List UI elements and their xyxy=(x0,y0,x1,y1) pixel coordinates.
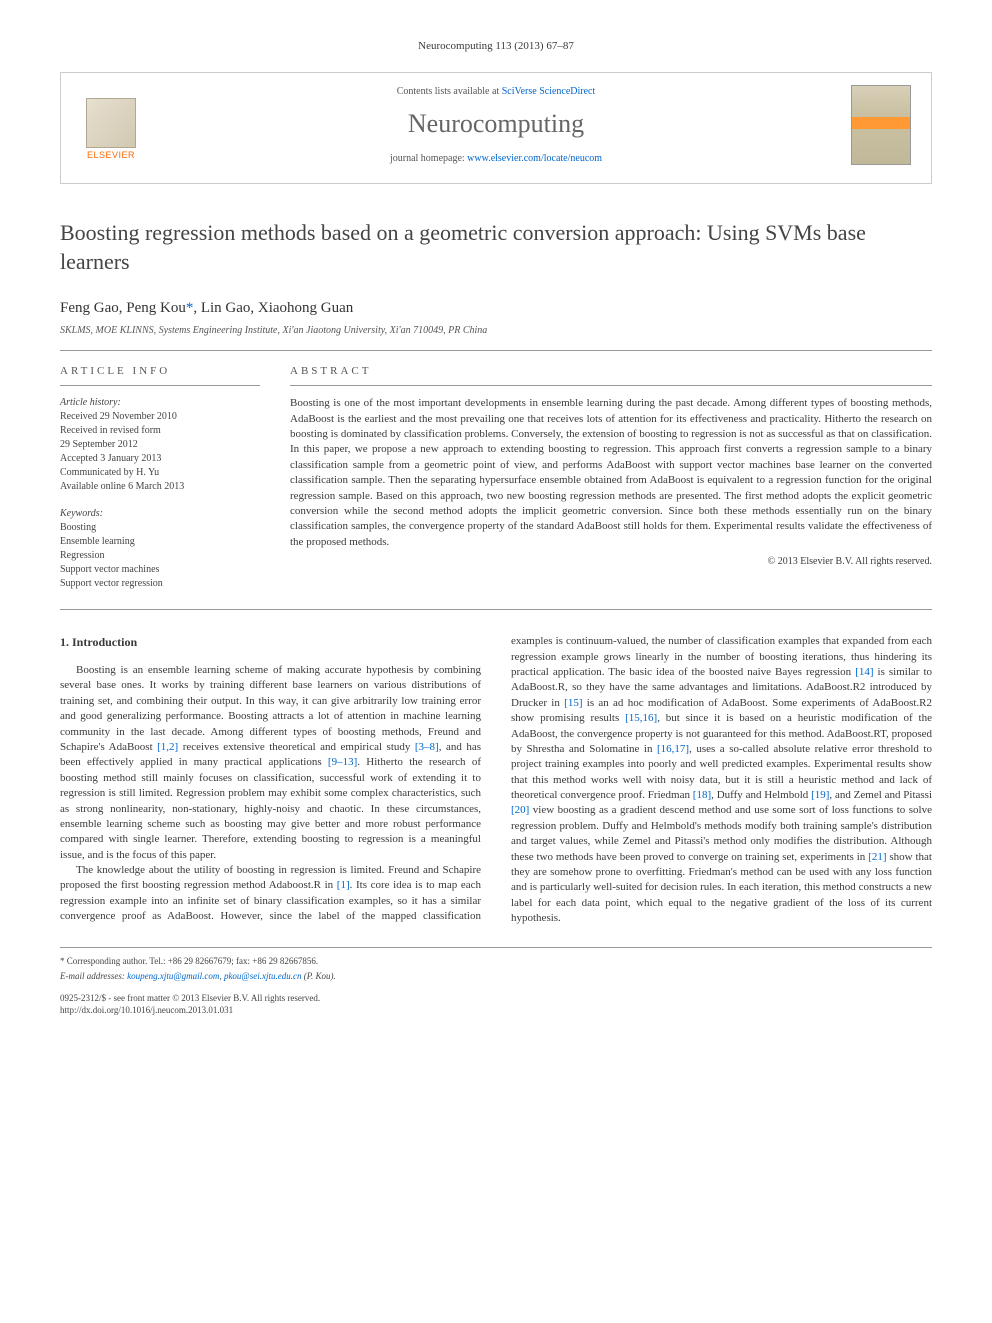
contents-text: Contents lists available at xyxy=(397,86,502,97)
abstract-label: ABSTRACT xyxy=(290,365,932,386)
abstract-text: Boosting is one of the most important de… xyxy=(290,396,932,550)
page-header-citation: Neurocomputing 113 (2013) 67–87 xyxy=(60,40,932,52)
abstract-copyright: © 2013 Elsevier B.V. All rights reserved… xyxy=(290,556,932,567)
citation-link[interactable]: [16,17] xyxy=(657,743,689,755)
body-text-columns: 1. Introduction Boosting is an ensemble … xyxy=(60,634,932,926)
body-text: , and Zemel and Pitassi xyxy=(829,789,932,801)
affiliation: SKLMS, MOE KLINNS, Systems Engineering I… xyxy=(60,325,932,351)
keyword: Regression xyxy=(60,549,260,563)
history-revised: Received in revised form xyxy=(60,424,260,438)
citation-link[interactable]: [18] xyxy=(693,789,711,801)
history-label: Article history: xyxy=(60,396,260,410)
elsevier-logo: ELSEVIER xyxy=(81,90,141,160)
journal-cover-thumbnail xyxy=(851,85,911,165)
article-info-label: ARTICLE INFO xyxy=(60,365,260,386)
citation-link[interactable]: [15] xyxy=(564,697,582,709)
citation-link[interactable]: [20] xyxy=(511,804,529,816)
citation-link[interactable]: [15,16] xyxy=(625,712,657,724)
article-title: Boosting regression methods based on a g… xyxy=(60,219,932,276)
section-heading-intro: 1. Introduction xyxy=(60,634,481,651)
article-history: Article history: Received 29 November 20… xyxy=(60,396,260,494)
authors-line: Feng Gao, Peng Kou*, Lin Gao, Xiaohong G… xyxy=(60,300,932,317)
doi-link[interactable]: http://dx.doi.org/10.1016/j.neucom.2013.… xyxy=(60,1005,932,1017)
journal-name: Neurocomputing xyxy=(141,109,851,139)
homepage-line: journal homepage: www.elsevier.com/locat… xyxy=(141,153,851,164)
contents-list-line: Contents lists available at SciVerse Sci… xyxy=(141,86,851,97)
citation-link[interactable]: [9–13] xyxy=(328,756,357,768)
body-text: , Duffy and Helmbold xyxy=(711,789,811,801)
journal-center-block: Contents lists available at SciVerse Sci… xyxy=(141,86,851,164)
page-footer: * Corresponding author. Tel.: +86 29 826… xyxy=(60,947,932,1017)
email-suffix: (P. Kou). xyxy=(301,971,335,981)
keyword: Support vector machines xyxy=(60,563,260,577)
keyword: Support vector regression xyxy=(60,577,260,591)
citation-link[interactable]: [21] xyxy=(868,851,886,863)
keyword: Ensemble learning xyxy=(60,535,260,549)
corresponding-author-note: * Corresponding author. Tel.: +86 29 826… xyxy=(60,956,932,968)
homepage-text: journal homepage: xyxy=(390,153,467,164)
sciencedirect-link[interactable]: SciVerse ScienceDirect xyxy=(502,86,596,97)
citation-link[interactable]: [1] xyxy=(337,879,350,891)
history-accepted: Accepted 3 January 2013 xyxy=(60,452,260,466)
abstract-block: ABSTRACT Boosting is one of the most imp… xyxy=(290,365,932,591)
keywords-label: Keywords: xyxy=(60,508,260,519)
email-line: E-mail addresses: koupeng.xjtu@gmail.com… xyxy=(60,971,932,983)
keyword: Boosting xyxy=(60,521,260,535)
history-revised-date: 29 September 2012 xyxy=(60,438,260,452)
history-communicated: Communicated by H. Yu xyxy=(60,466,260,480)
elsevier-tree-icon xyxy=(86,98,136,148)
journal-header-box: ELSEVIER Contents lists available at Sci… xyxy=(60,72,932,184)
authors-part2: , Lin Gao, Xiaohong Guan xyxy=(193,300,353,316)
history-received: Received 29 November 2010 xyxy=(60,410,260,424)
citation-link[interactable]: [19] xyxy=(811,789,829,801)
citation-link[interactable]: [14] xyxy=(855,666,873,678)
info-abstract-row: ARTICLE INFO Article history: Received 2… xyxy=(60,365,932,610)
citation-link[interactable]: [3–8] xyxy=(415,741,439,753)
body-paragraph: Boosting is an ensemble learning scheme … xyxy=(60,663,481,863)
elsevier-label: ELSEVIER xyxy=(87,150,135,160)
keywords-list: Boosting Ensemble learning Regression Su… xyxy=(60,521,260,591)
citation-link[interactable]: [1,2] xyxy=(157,741,178,753)
homepage-link[interactable]: www.elsevier.com/locate/neucom xyxy=(467,153,602,164)
body-text: . Hitherto the research of boosting meth… xyxy=(60,756,481,860)
email-link[interactable]: koupeng.xjtu@gmail.com xyxy=(127,971,219,981)
body-text: Boosting is an ensemble learning scheme … xyxy=(60,664,481,753)
history-online: Available online 6 March 2013 xyxy=(60,480,260,494)
email-label: E-mail addresses: xyxy=(60,971,127,981)
article-info-block: ARTICLE INFO Article history: Received 2… xyxy=(60,365,260,591)
body-text: receives extensive theoretical and empir… xyxy=(178,741,415,753)
authors-part1: Feng Gao, Peng Kou xyxy=(60,300,186,316)
issn-line: 0925-2312/$ - see front matter © 2013 El… xyxy=(60,993,932,1005)
email-link[interactable]: pkou@sei.xjtu.edu.cn xyxy=(224,971,302,981)
